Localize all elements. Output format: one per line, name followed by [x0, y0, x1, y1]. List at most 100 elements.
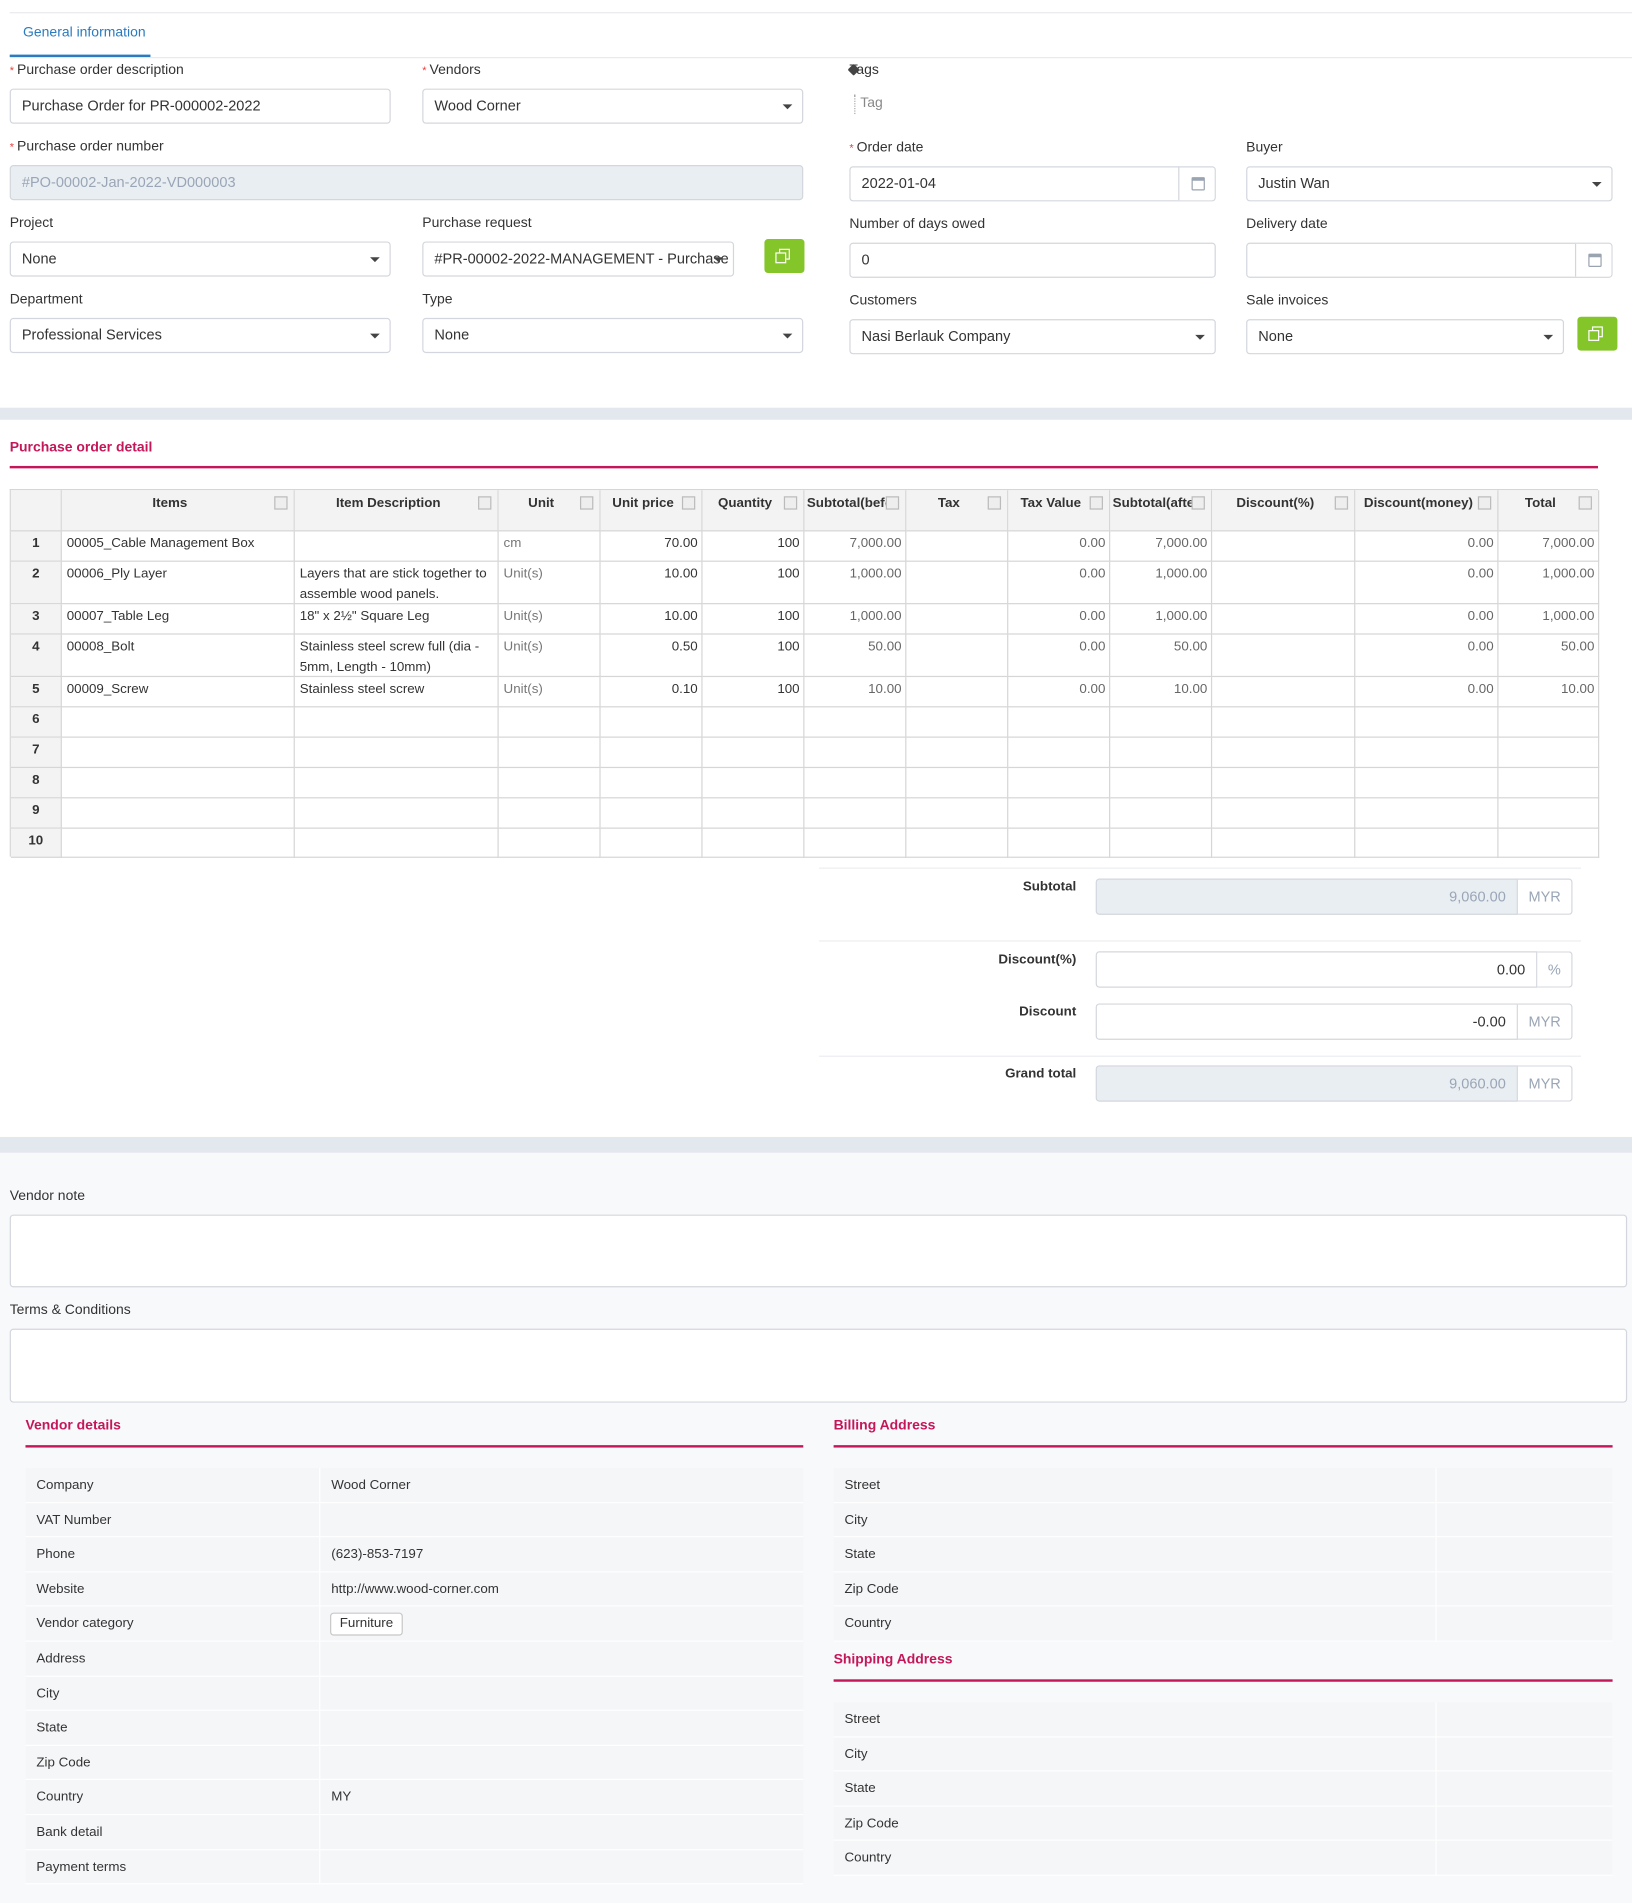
table-cell[interactable]: 50.00 — [1498, 634, 1600, 678]
table-cell[interactable]: 1,000.00 — [1498, 604, 1600, 635]
table-cell[interactable] — [702, 798, 805, 829]
table-cell[interactable]: 10.00 — [600, 561, 703, 605]
table-cell[interactable] — [1110, 768, 1213, 799]
table-cell[interactable]: 0.00 — [1008, 561, 1111, 605]
input[interactable]: None — [422, 317, 804, 354]
table-cell[interactable] — [1355, 768, 1499, 799]
table-cell[interactable] — [1110, 828, 1213, 858]
table-cell[interactable] — [1110, 737, 1213, 769]
table-cell[interactable]: Unit(s) — [498, 604, 601, 635]
table-cell[interactable] — [498, 828, 601, 858]
table-cell[interactable] — [1212, 677, 1356, 708]
table-cell[interactable] — [906, 604, 1009, 635]
table-cell[interactable] — [1355, 737, 1499, 769]
table-cell[interactable] — [1008, 737, 1111, 769]
table-cell[interactable] — [1212, 634, 1356, 678]
table-cell[interactable] — [61, 798, 295, 829]
table-cell[interactable]: 0.00 — [1355, 561, 1499, 605]
table-cell[interactable] — [906, 531, 1009, 562]
table-cell[interactable] — [906, 828, 1009, 858]
table-cell[interactable] — [1008, 828, 1111, 858]
table-cell[interactable] — [1212, 737, 1356, 769]
table-cell[interactable] — [906, 677, 1009, 708]
filter-button[interactable] — [783, 496, 798, 510]
table-cell[interactable]: Stainless steel screw full (dia - 5mm, L… — [294, 634, 499, 678]
table-cell[interactable]: 7,000.00 — [804, 531, 907, 562]
table-cell[interactable] — [1355, 707, 1499, 738]
table-cell[interactable] — [1008, 768, 1111, 799]
table-cell[interactable]: 18" x 2½" Square Leg — [294, 604, 499, 635]
input[interactable]: 0 — [849, 242, 1216, 278]
table-cell[interactable] — [1212, 707, 1356, 738]
table-cell[interactable] — [498, 707, 601, 738]
tab[interactable]: General information — [23, 25, 146, 41]
table-cell[interactable] — [1008, 707, 1111, 738]
table-cell[interactable]: Layers that are stick together to assemb… — [294, 561, 499, 605]
input[interactable]: Justin Wan — [1246, 166, 1613, 202]
table-cell[interactable]: 00009_Screw — [61, 677, 295, 708]
filter-button[interactable] — [1089, 496, 1103, 510]
table-cell[interactable]: 10.00 — [600, 604, 703, 635]
input[interactable]: Wood Corner — [422, 88, 804, 124]
table-cell[interactable] — [702, 737, 805, 769]
table-cell[interactable]: 10.00 — [804, 677, 907, 708]
input[interactable]: Purchase Order for PR-000002-2022 — [9, 88, 391, 124]
table-cell[interactable] — [1110, 798, 1213, 829]
table-cell[interactable] — [600, 768, 703, 799]
table-cell[interactable] — [61, 768, 295, 799]
table-cell[interactable]: 00007_Table Leg — [61, 604, 295, 635]
table-cell[interactable] — [1355, 798, 1499, 829]
filter-button[interactable] — [1477, 496, 1492, 510]
filter-button[interactable] — [1191, 496, 1205, 510]
table-cell[interactable] — [294, 828, 499, 858]
table-cell[interactable]: 0.00 — [1008, 531, 1111, 562]
table-cell[interactable]: 7,000.00 — [1110, 531, 1213, 562]
table-cell[interactable]: 0.00 — [1355, 531, 1499, 562]
table-cell[interactable]: 0.00 — [1355, 604, 1499, 635]
table-cell[interactable]: 0.10 — [600, 677, 703, 708]
table-cell[interactable] — [294, 737, 499, 769]
filter-button[interactable] — [478, 496, 492, 510]
input[interactable]: None — [9, 241, 391, 277]
table-cell[interactable]: Unit(s) — [498, 677, 601, 708]
table-cell[interactable] — [1498, 798, 1600, 829]
table-cell[interactable] — [294, 798, 499, 829]
table-cell[interactable] — [1212, 561, 1356, 605]
vendor-note-textarea[interactable] — [9, 1214, 1628, 1288]
table-cell[interactable] — [600, 707, 703, 738]
table-cell[interactable]: 1,000.00 — [1110, 561, 1213, 605]
table-cell[interactable] — [294, 707, 499, 738]
table-cell[interactable]: Unit(s) — [498, 634, 601, 678]
input[interactable]: Nasi Berlauk Company — [849, 319, 1216, 355]
table-cell[interactable]: 1,000.00 — [1498, 561, 1600, 605]
table-cell[interactable]: 0.00 — [1355, 634, 1499, 678]
table-cell[interactable]: Stainless steel screw — [294, 677, 499, 708]
table-cell[interactable]: 100 — [702, 677, 805, 708]
table-cell[interactable] — [906, 634, 1009, 678]
table-cell[interactable]: cm — [498, 531, 601, 562]
table-cell[interactable] — [906, 737, 1009, 769]
table-cell[interactable]: 7,000.00 — [1498, 531, 1600, 562]
table-cell[interactable]: 50.00 — [1110, 634, 1213, 678]
table-cell[interactable] — [294, 531, 499, 562]
filter-button[interactable] — [681, 496, 696, 510]
table-cell[interactable]: 0.00 — [1008, 677, 1111, 708]
table-cell[interactable]: 00005_Cable Management Box — [61, 531, 295, 562]
table-cell[interactable]: 100 — [702, 561, 805, 605]
table-cell[interactable] — [1212, 604, 1356, 635]
table-cell[interactable] — [906, 798, 1009, 829]
table-cell[interactable]: 100 — [702, 531, 805, 562]
table-cell[interactable]: 00008_Bolt — [61, 634, 295, 678]
table-cell[interactable] — [498, 768, 601, 799]
table-cell[interactable] — [702, 768, 805, 799]
table-cell[interactable] — [498, 737, 601, 769]
table-cell[interactable] — [1212, 828, 1356, 858]
table-cell[interactable]: 00006_Ply Layer — [61, 561, 295, 605]
table-cell[interactable]: 0.00 — [1008, 634, 1111, 678]
table-cell[interactable] — [600, 798, 703, 829]
table-cell[interactable]: Unit(s) — [498, 561, 601, 605]
table-cell[interactable] — [906, 768, 1009, 799]
table-cell[interactable] — [702, 707, 805, 738]
table-cell[interactable] — [1498, 828, 1600, 858]
table-cell[interactable]: 0.50 — [600, 634, 703, 678]
